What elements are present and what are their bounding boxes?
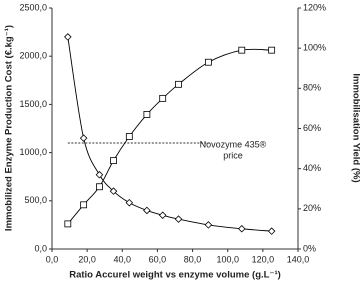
x-tick-label: 80,0 xyxy=(184,254,202,264)
square-marker xyxy=(96,183,103,191)
square-marker xyxy=(125,133,133,140)
square-marker xyxy=(80,201,88,209)
diamond-marker xyxy=(143,206,151,215)
square-marker xyxy=(110,157,117,165)
y-tick-label: 0,0 xyxy=(34,243,47,253)
y2-tick-label: 0% xyxy=(303,243,316,253)
x-tick-label: 100,0 xyxy=(216,254,239,264)
y2-tick-label: 100% xyxy=(303,43,326,53)
diamond-marker xyxy=(204,221,213,229)
diamond-marker xyxy=(95,171,104,179)
square-marker xyxy=(268,46,276,54)
diamond-marker xyxy=(267,227,276,235)
annotation: price xyxy=(223,150,243,160)
series-line xyxy=(67,48,272,225)
square-marker xyxy=(159,94,167,102)
y-tick-label: 2000,0 xyxy=(19,51,47,61)
diamond-marker xyxy=(238,224,246,233)
x-tick-label: 140,0 xyxy=(287,254,310,264)
x-tick-label: 40,0 xyxy=(114,254,132,264)
diamond-marker xyxy=(79,134,88,142)
y2-tick-label: 40% xyxy=(303,163,321,173)
y2-tick-label: 60% xyxy=(303,123,321,133)
diamond-marker xyxy=(109,187,118,195)
diamond-marker xyxy=(125,198,134,207)
x-tick-label: 120,0 xyxy=(252,254,275,264)
series-line xyxy=(67,36,272,232)
y2-tick-label: 120% xyxy=(303,2,326,12)
square-marker xyxy=(143,111,151,118)
x-tick-label: 60,0 xyxy=(149,254,167,264)
square-marker xyxy=(238,46,246,54)
diamond-marker xyxy=(158,211,167,220)
square-marker xyxy=(64,220,72,228)
y2-axis-label: Immobilisation Yield (%) xyxy=(350,73,361,182)
diamond-marker xyxy=(174,215,183,223)
x-tick-label: 20,0 xyxy=(78,254,96,264)
square-marker xyxy=(204,58,212,66)
x-tick-label: 0,0 xyxy=(46,254,59,264)
annotation: Novozyme 435® xyxy=(200,139,267,149)
y-tick-label: 1000,0 xyxy=(19,147,47,157)
x-axis-label: Ratio Accurel weight vs enzyme volume (g… xyxy=(69,270,281,281)
y-tick-label: 500,0 xyxy=(24,195,47,205)
y2-tick-label: 80% xyxy=(303,83,321,93)
y-tick-label: 2500,0 xyxy=(19,2,47,12)
square-marker xyxy=(175,80,182,88)
diamond-marker xyxy=(64,33,72,41)
y-tick-label: 1500,0 xyxy=(19,99,47,109)
y-axis-label: Immobilized Enzyme Production Cost (€.kg… xyxy=(4,25,15,231)
y2-tick-label: 20% xyxy=(303,203,321,213)
